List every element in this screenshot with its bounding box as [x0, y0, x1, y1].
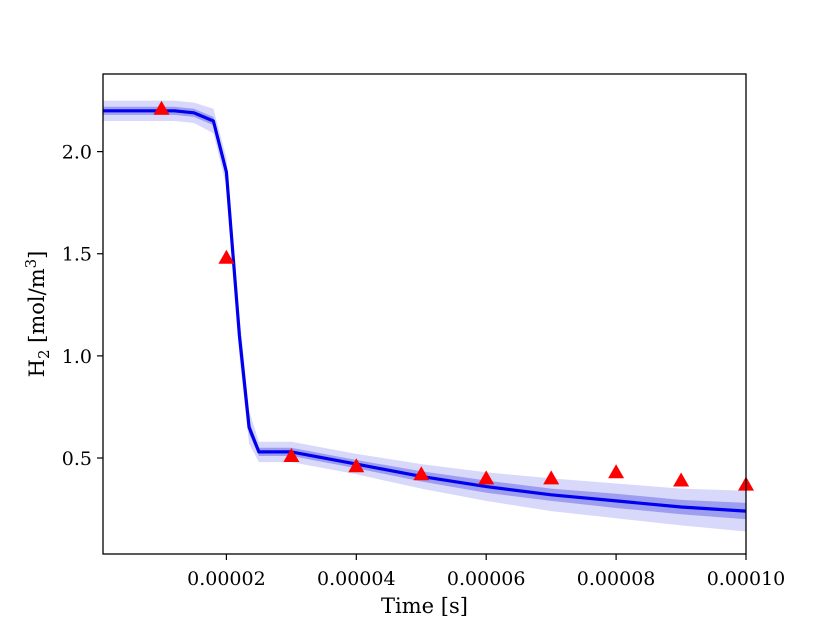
data-point-marker: [348, 458, 365, 473]
plot-area: [103, 100, 754, 532]
y-tick-label: 2.0: [62, 142, 92, 164]
x-tick-label: 0.00002: [187, 568, 266, 590]
x-tick-label: 0.00006: [447, 568, 526, 590]
data-point-marker: [218, 249, 235, 264]
data-point-marker: [543, 470, 560, 485]
y-axis-label-sub: 2: [35, 350, 53, 360]
x-tick-label: 0.00010: [707, 568, 786, 590]
y-tick-label: 1.5: [62, 244, 92, 266]
y-tick-label: 0.5: [62, 448, 92, 470]
x-tick-label: 0.00008: [577, 568, 656, 590]
data-point-marker: [608, 464, 625, 479]
y-axis-label-sup: 3: [22, 259, 40, 269]
data-point-marker: [283, 448, 300, 462]
data-point-marker: [153, 100, 170, 115]
y-axis-label: H2 [mol/m3]: [22, 251, 53, 378]
axes-frame: [102, 73, 747, 555]
data-point-marker: [478, 470, 495, 485]
y-axis-label-mid: [mol/m: [25, 268, 49, 349]
x-axis-label: Time [s]: [381, 594, 468, 618]
data-point-marker: [673, 472, 690, 487]
mean-line: [103, 109, 746, 513]
y-axis-label-end: ]: [25, 251, 49, 259]
x-tick-label: 0.00004: [317, 568, 396, 590]
y-axis: 0.5 1.0 1.5 2.0: [62, 142, 103, 470]
uncertainty-band-inner: [103, 106, 746, 520]
y-tick-label: 1.0: [62, 346, 92, 368]
y-axis-label-base: H: [25, 359, 49, 377]
uncertainty-band-outer: [103, 100, 746, 532]
x-axis: 0.00002 0.00004 0.00006 0.00008 0.00010: [187, 554, 785, 590]
data-point-marker: [413, 466, 430, 481]
